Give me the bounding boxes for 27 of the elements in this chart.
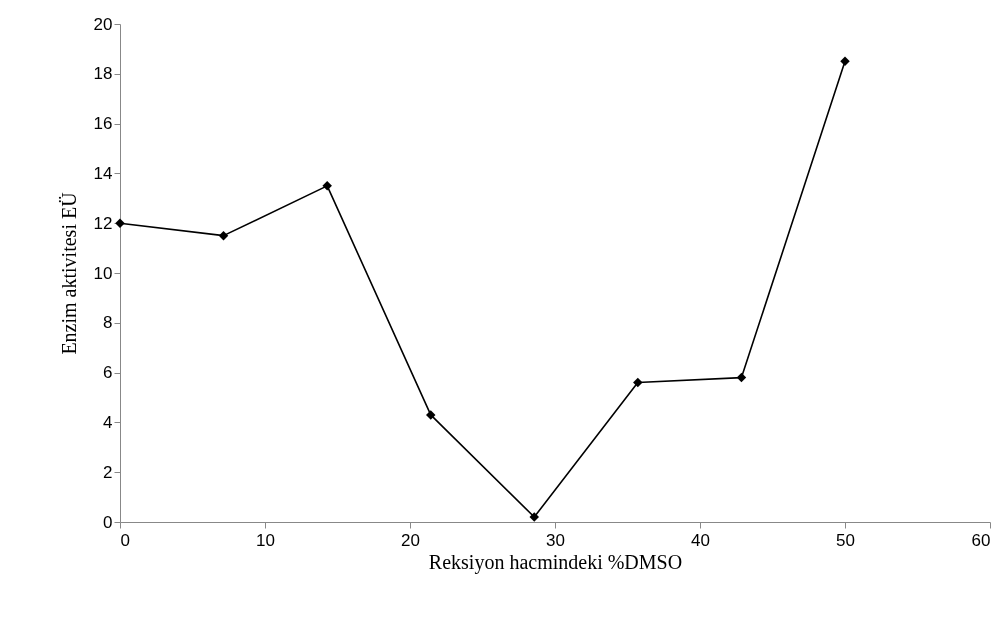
- y-tick-label: 10: [93, 263, 113, 283]
- y-tick-label: 2: [103, 462, 113, 482]
- x-tick-label: 30: [546, 530, 565, 550]
- y-tick-label: 16: [93, 114, 113, 134]
- y-tick-label: 20: [93, 14, 113, 34]
- point: [218, 230, 229, 241]
- x-tick-label: 10: [256, 530, 275, 550]
- x-tick-label: 50: [836, 530, 855, 550]
- point: [322, 181, 332, 191]
- y-tick-label: 12: [93, 213, 113, 233]
- y-axis-title: Enzim aktivitesi EÜ: [57, 191, 80, 355]
- y-tick-label: 0: [103, 512, 113, 532]
- x-tick-label: 40: [691, 530, 710, 550]
- x-tick-label: 60: [971, 530, 991, 550]
- point: [633, 377, 643, 388]
- x-tick-label: 20: [401, 530, 420, 550]
- point: [529, 512, 540, 522]
- point: [840, 56, 850, 67]
- x-axis-title: Reksiyon hacmindeki %DMSO: [428, 550, 683, 574]
- x-tick-label: 0: [120, 530, 130, 550]
- y-tick-label: 6: [103, 363, 113, 383]
- y-tick-label: 4: [103, 412, 113, 432]
- point: [736, 372, 747, 383]
- point: [425, 410, 436, 420]
- y-tick-label: 8: [103, 313, 113, 333]
- y-tick-label: 14: [93, 163, 113, 183]
- y-tick-label: 18: [93, 64, 113, 84]
